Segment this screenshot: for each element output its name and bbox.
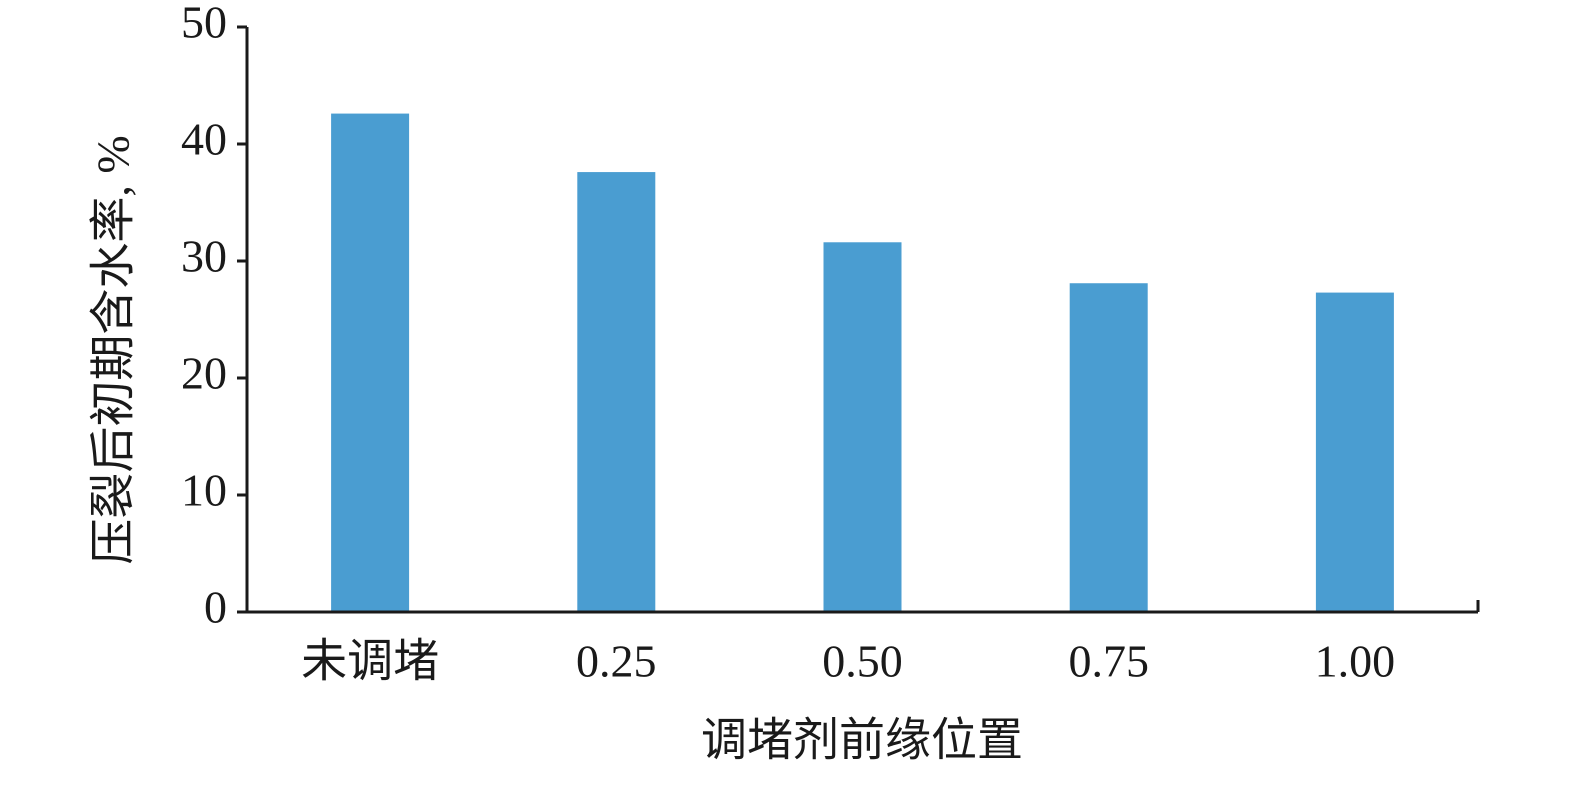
y-tick-label: 20 (181, 348, 227, 399)
y-axis-title: 压裂后初期含水率, % (88, 135, 139, 564)
x-tick-label: 未调堵 (301, 636, 439, 687)
x-tick-label: 0.50 (822, 636, 903, 687)
y-tick-label: 50 (181, 0, 227, 48)
x-tick-label: 1.00 (1315, 636, 1396, 687)
bar (1069, 283, 1148, 612)
y-tick-label: 0 (204, 582, 227, 633)
bar (577, 172, 656, 612)
y-tick-label: 30 (181, 231, 227, 282)
bar (823, 242, 902, 612)
y-tick-label: 40 (181, 114, 227, 165)
x-tick-label: 0.25 (576, 636, 657, 687)
x-axis-title: 调堵剂前缘位置 (701, 715, 1023, 766)
bar (331, 113, 410, 612)
y-tick-label: 10 (181, 465, 227, 516)
x-tick-label: 0.75 (1068, 636, 1149, 687)
bar (1315, 292, 1394, 612)
